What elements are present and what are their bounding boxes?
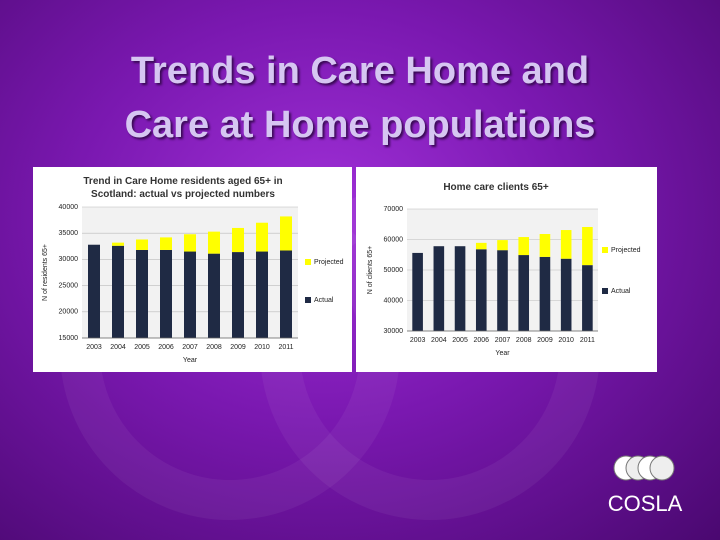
legend-label: Actual [314,297,334,304]
x-tick-label: 2011 [580,337,595,344]
bar-segment [112,245,124,338]
bar-segment [518,237,530,256]
y-tick-label: 50000 [384,267,404,274]
x-tick-label: 2009 [537,337,553,344]
bar-segment [454,246,466,331]
bar-segment [112,242,124,246]
bar-segment [412,252,423,331]
y-axis-label: N of clients 65+ [367,246,374,294]
y-tick-label: 40000 [384,297,404,304]
bar-segment [582,226,593,266]
x-tick-label: 2007 [495,337,511,344]
y-tick-label: 35000 [59,230,79,237]
bar-segment [160,237,172,250]
chart: 15000 20000 25000 30000 35000 40000 2003 2004 20… [42,204,344,364]
bar-segment [256,222,268,252]
x-tick-label: 2003 [410,337,426,344]
slide-title: Trends in Care Home and Care at Home pop… [124,50,596,146]
bar-segment [280,216,292,251]
bar-segment [582,265,593,331]
y-axis-label: N of residents 65+ [42,244,49,301]
legend-swatch [305,259,311,265]
legend-label: Actual [611,288,631,295]
bar-segment [136,239,148,250]
y-tick-label: 25000 [59,282,79,289]
logo: COSLA [608,455,683,516]
chart-title: Trend in Care Home residents aged 65+ in… [83,176,283,200]
x-tick-label: 2011 [278,344,293,351]
bar-segment [433,246,445,331]
chart-title: Home care clients 65+ [443,182,549,193]
chart: 30000 40000 50000 60000 70000 2003 2004 2005 200… [367,206,641,357]
x-tick-label: 2006 [473,337,489,344]
bar-segment [539,256,551,331]
x-tick-label: 2008 [206,344,222,351]
x-tick-label: 2010 [254,344,270,351]
legend-swatch [602,288,608,294]
bar-segment [184,251,196,338]
y-tick-label: 40000 [59,204,79,211]
y-tick-label: 15000 [59,335,79,342]
bar-segment [518,255,530,331]
bar-segment [539,234,551,257]
x-tick-label: 2007 [182,344,198,351]
chart-panel: Trend in Care Home residents aged 65+ in… [33,167,352,372]
chart-panel: Home care clients 65+ 30000 40000 50000 600… [356,167,657,372]
x-tick-label: 2005 [134,344,150,351]
bar-segment [208,231,220,254]
bar-segment [160,249,172,338]
bar-segment [232,227,244,253]
y-tick-label: 60000 [384,236,404,243]
logo-text: COSLA [608,491,683,516]
bar-segment [497,250,508,331]
legend-swatch [305,297,311,303]
legend-label: Projected [314,259,344,266]
x-tick-label: 2004 [431,337,447,344]
bar-segment [256,251,268,338]
bar-segment [475,249,487,331]
legend-label: Projected [611,247,641,254]
bar-segment [184,234,196,252]
bar-segment [208,253,220,338]
legend-swatch [602,247,608,253]
y-tick-label: 70000 [384,206,404,213]
bar-segment [560,230,572,259]
x-tick-label: 2010 [558,337,574,344]
x-tick-label: 2003 [86,344,102,351]
bar-segment [475,242,487,250]
x-tick-label: 2004 [110,344,126,351]
x-tick-label: 2005 [452,337,468,344]
x-tick-label: 2008 [516,337,532,344]
y-tick-label: 20000 [59,309,79,316]
bar-segment [232,252,244,338]
bar-segment [88,244,100,338]
x-tick-label: 2006 [158,344,174,351]
y-tick-label: 30000 [384,328,404,335]
x-tick-label: 2009 [230,344,246,351]
y-tick-label: 30000 [59,256,79,263]
x-axis-label: Year [183,357,198,364]
bar-segment [136,249,148,338]
bar-segment [280,250,292,338]
logo-circle [649,455,675,481]
x-axis-label: Year [495,350,510,357]
bar-segment [497,240,508,251]
bar-segment [560,258,572,331]
